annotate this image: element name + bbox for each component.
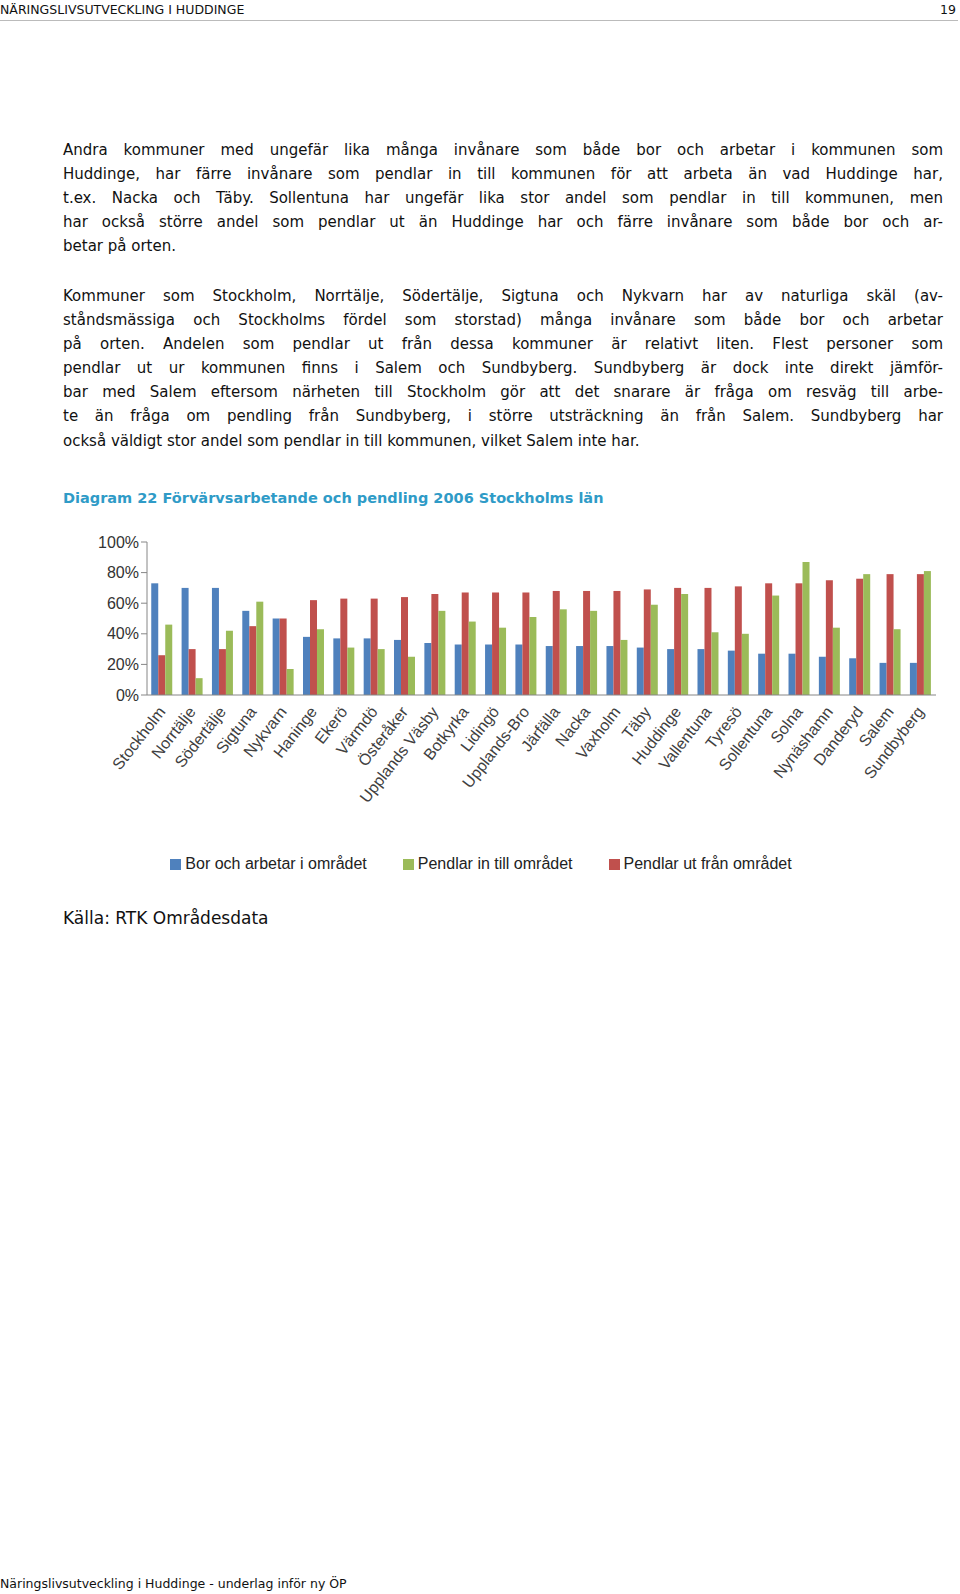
html-text:Näringslivsutveckling i Huddin: Näringslivsutveckling i Huddinge - under…	[0, 1576, 347, 1591]
html-text:te än fråga om pendling från S: te än fråga om pendling från Sundbyberg,…	[63, 407, 943, 426]
svg-text:Norrtälje: Norrtälje	[148, 703, 199, 762]
svg-text:Järfälla: Järfälla	[518, 703, 563, 754]
html-text:Pendlar ut från området: Pendlar ut från området	[623, 855, 792, 872]
svg-text:Nacka: Nacka	[552, 703, 594, 750]
svg-text:Österåker: Österåker	[354, 703, 412, 770]
html-text:Pendlar in till området: Pendlar in till området	[417, 855, 573, 872]
html-text:t.ex. Nacka och Täby. Sollentu: t.ex. Nacka och Täby. Sollentuna har ung…	[63, 189, 943, 208]
svg-text:Sundbyberg: Sundbyberg	[861, 703, 928, 781]
svg-text:Haninge: Haninge	[270, 703, 320, 761]
svg-text:Ekerö: Ekerö	[311, 703, 351, 747]
svg-text:Vaxholm: Vaxholm	[573, 703, 624, 762]
html-text:19: 19	[940, 2, 956, 17]
svg-text:Botkyrka: Botkyrka	[420, 703, 472, 763]
html-text:pendlar ut ur kommunen finns i: pendlar ut ur kommunen finns i Salem och…	[63, 359, 943, 378]
html-text:Kommuner som Stockholm, Norrtä: Kommuner som Stockholm, Norrtälje, Söder…	[63, 287, 943, 305]
html-text:bar med Salem eftersom närhete: bar med Salem eftersom närheten till Sto…	[63, 383, 943, 402]
svg-text:100%: 100%	[98, 534, 139, 551]
svg-text:Värmdö: Värmdö	[333, 703, 381, 759]
svg-text:Stockholm: Stockholm	[109, 703, 169, 773]
html-text:Bor och arbetar i området: Bor och arbetar i området	[185, 855, 367, 872]
svg-text:Vallentuna: Vallentuna	[655, 703, 715, 773]
html-text:också väldigt stor andel som p: också väldigt stor andel som pendlar in …	[63, 431, 640, 450]
svg-text:Sollentuna: Sollentuna	[715, 703, 775, 773]
html-text:Diagram 22 Förvärvsarbetande o: Diagram 22 Förvärvsarbetande och pendlin…	[63, 490, 604, 506]
html-text:Huddinge, har färre invånare s: Huddinge, har färre invånare som pendlar…	[63, 165, 943, 184]
svg-text:Salem: Salem	[855, 703, 897, 750]
html-text:Källa: RTK Områdesdata: Källa: RTK Områdesdata	[63, 908, 269, 928]
svg-text:Nynäshamn: Nynäshamn	[770, 703, 837, 782]
html-text:ståndsmässiga och Stockholms f: ståndsmässiga och Stockholms fördel som …	[63, 311, 943, 330]
svg-text:0%: 0%	[116, 687, 139, 704]
svg-text:Lidingö: Lidingö	[457, 703, 503, 755]
svg-text:Södertälje: Södertälje	[171, 703, 230, 771]
svg-text:Sigtuna: Sigtuna	[212, 703, 260, 757]
svg-text:Solna: Solna	[767, 703, 806, 747]
svg-text:60%: 60%	[107, 595, 139, 612]
svg-text:Danderyd: Danderyd	[810, 703, 867, 769]
svg-text:Upplands Väsby: Upplands Väsby	[356, 703, 442, 806]
svg-text:Täby: Täby	[618, 703, 654, 742]
svg-text:40%: 40%	[107, 625, 139, 642]
svg-text:80%: 80%	[107, 564, 139, 581]
svg-text:Tyresö: Tyresö	[702, 703, 746, 752]
html-text:Andra kommuner med ungefär lik: Andra kommuner med ungefär lika många in…	[63, 141, 943, 159]
svg-text:Huddinge: Huddinge	[628, 703, 685, 768]
html-text:på orten. Andelen som pendlar: på orten. Andelen som pendlar ut från de…	[63, 335, 943, 354]
html-text:NÄRINGSLIVSUTVECKLING I HUDDIN: NÄRINGSLIVSUTVECKLING I HUDDINGE	[0, 2, 245, 17]
svg-text:20%: 20%	[107, 656, 139, 673]
html-text:har också större andel som pen: har också större andel som pendlar ut än…	[63, 213, 943, 232]
svg-text:Upplands-Bro: Upplands-Bro	[459, 703, 533, 791]
html-text:betar på orten.: betar på orten.	[63, 237, 176, 256]
svg-text:Nykvarn: Nykvarn	[240, 703, 290, 761]
